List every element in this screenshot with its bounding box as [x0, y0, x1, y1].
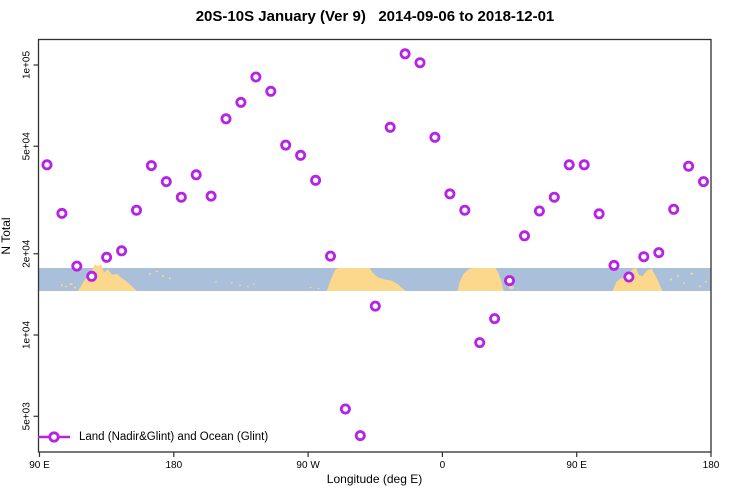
island-dot: [698, 285, 701, 288]
data-point: [503, 275, 515, 287]
data-point: [519, 230, 531, 242]
x-tick-label: 90 W: [296, 460, 320, 471]
y-tick-label: 5e+03: [22, 402, 33, 431]
data-point: [354, 430, 366, 442]
chart-title: 20S-10S January (Ver 9) 2014-09-06 to 20…: [195, 8, 555, 25]
data-point: [116, 245, 128, 257]
land-patch-south-america: [326, 268, 406, 291]
data-point: [310, 174, 322, 186]
x-axis-title: Longitude (deg E): [326, 472, 423, 486]
data-point: [474, 337, 486, 349]
data-point: [101, 251, 113, 263]
land-patch-australia: [612, 268, 663, 291]
data-point: [220, 113, 232, 125]
data-point: [563, 159, 575, 171]
data-point: [175, 191, 187, 203]
data-point: [86, 270, 98, 282]
data-point: [489, 313, 501, 325]
island-dot: [168, 277, 171, 280]
data-point: [683, 160, 695, 172]
land-patch-indonesia-australia: [78, 264, 137, 291]
island-dot: [214, 281, 217, 283]
island-dot: [317, 288, 320, 290]
data-point: [145, 160, 157, 172]
data-point: [638, 251, 650, 263]
x-tick-label: 180: [703, 460, 720, 471]
x-tick-label: 90 E: [566, 460, 587, 471]
data-point: [205, 190, 217, 202]
y-tick-label: 1e+05: [22, 51, 33, 80]
data-point: [429, 131, 441, 143]
island-dot: [65, 285, 68, 288]
data-point: [160, 176, 172, 188]
y-axis-title: N Total: [0, 217, 13, 255]
y-tick-label: 1e+04: [22, 321, 33, 350]
data-point: [295, 149, 307, 161]
data-point: [414, 57, 426, 69]
island-dot: [74, 286, 76, 289]
y-tick-label: 2e+04: [22, 239, 33, 268]
data-point: [71, 260, 83, 272]
data-point: [41, 159, 53, 171]
data-point: [533, 205, 545, 217]
island-dot: [148, 272, 151, 275]
island-dot: [682, 281, 685, 284]
island-dot: [238, 284, 241, 286]
x-tick-label: 180: [165, 460, 182, 471]
island-dot: [61, 284, 63, 287]
data-point: [593, 208, 605, 220]
data-point: [623, 271, 635, 283]
y-tick-label: 5e+04: [22, 132, 33, 161]
island-dot: [690, 272, 694, 275]
legend-marker-icon: [38, 431, 70, 443]
legend-label: Land (Nadir&Glint) and Ocean (Glint): [79, 431, 269, 443]
data-point: [399, 48, 411, 60]
data-point: [130, 204, 142, 216]
data-point: [459, 204, 471, 216]
data-point: [250, 71, 262, 83]
island-dot: [509, 286, 514, 290]
data-point: [339, 403, 351, 415]
data-point: [444, 188, 456, 200]
island-dot: [704, 280, 707, 283]
island-dot: [252, 283, 255, 285]
land-patch-africa: [457, 268, 504, 291]
data-point: [578, 159, 590, 171]
data-point: [369, 300, 381, 312]
island-dot: [246, 285, 249, 288]
data-point: [265, 85, 277, 97]
island-dot: [69, 283, 73, 286]
data-point: [384, 121, 396, 133]
data-point: [698, 176, 710, 188]
legend: Land (Nadir&Glint) and Ocean (Glint): [37, 429, 268, 445]
data-point: [56, 207, 68, 219]
x-tick-label: 90 E: [29, 460, 50, 471]
island-dot: [669, 278, 672, 281]
plot-frame: [37, 38, 712, 453]
data-point: [608, 259, 620, 271]
data-point: [280, 139, 292, 151]
island-dot: [155, 270, 158, 273]
data-point: [653, 247, 665, 259]
data-point: [548, 191, 560, 203]
island-dot: [309, 286, 312, 289]
island-dot: [230, 282, 233, 284]
x-tick-label: 0: [440, 460, 446, 471]
data-point: [235, 96, 247, 108]
data-point: [668, 203, 680, 215]
island-dot: [676, 275, 679, 278]
island-dot: [161, 275, 164, 278]
data-point: [190, 169, 202, 181]
data-point: [324, 250, 336, 262]
